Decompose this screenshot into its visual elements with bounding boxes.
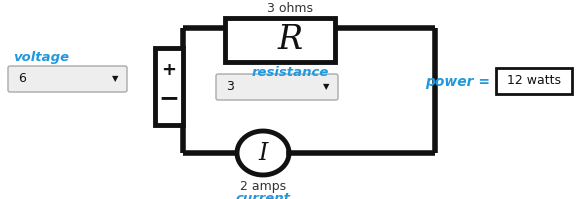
Text: +: +	[161, 60, 176, 79]
Text: 6: 6	[18, 72, 26, 86]
Text: I: I	[258, 141, 268, 165]
FancyBboxPatch shape	[8, 66, 127, 92]
Text: 3 ohms: 3 ohms	[267, 2, 313, 15]
Text: R: R	[277, 24, 302, 56]
Text: 12 watts: 12 watts	[507, 74, 561, 88]
Polygon shape	[237, 131, 289, 175]
FancyBboxPatch shape	[216, 74, 338, 100]
FancyBboxPatch shape	[225, 18, 335, 62]
Text: 3: 3	[226, 81, 234, 94]
Text: voltage: voltage	[13, 52, 69, 64]
Text: ▼: ▼	[112, 74, 118, 84]
Text: ▼: ▼	[323, 83, 329, 92]
Text: power =: power =	[425, 75, 490, 89]
Text: −: −	[158, 86, 180, 110]
Text: current: current	[235, 192, 291, 199]
Text: 2 amps: 2 amps	[240, 180, 286, 193]
FancyBboxPatch shape	[155, 48, 183, 125]
Text: resistance: resistance	[251, 66, 329, 79]
FancyBboxPatch shape	[496, 68, 572, 94]
